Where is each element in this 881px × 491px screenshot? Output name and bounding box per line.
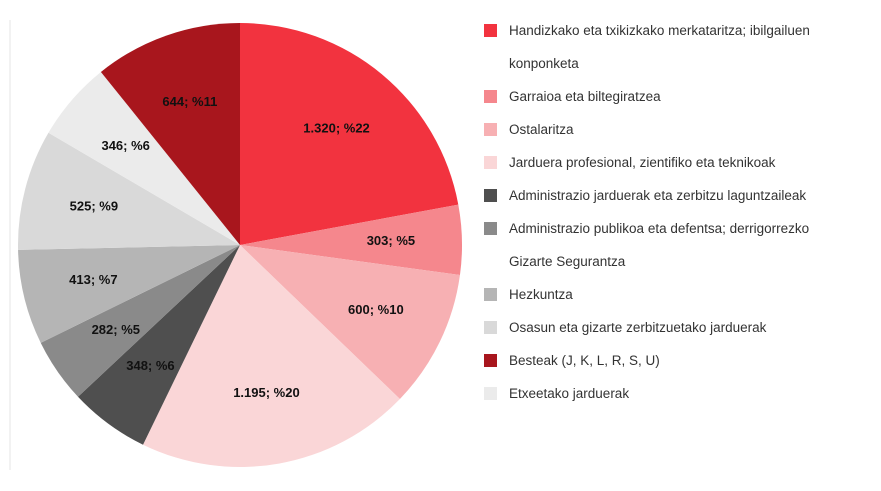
pie-slice	[48, 71, 241, 245]
legend-label: Handizkako eta txikizkako merkataritza; …	[509, 23, 810, 71]
legend-swatch	[484, 387, 497, 400]
data-label: 348; %6	[126, 358, 174, 373]
pie-slice	[18, 245, 241, 343]
legend-item: Hezkuntza	[484, 278, 854, 311]
legend-swatch	[484, 189, 497, 202]
legend-item: Besteak (J, K, L, R, S, U)	[484, 344, 854, 377]
data-label: 525; %9	[70, 199, 118, 214]
legend-swatch	[484, 123, 497, 136]
data-label: 303; %5	[367, 233, 415, 248]
data-label: 644; %11	[162, 94, 217, 109]
legend-item: Etxeetako jarduerak	[484, 377, 854, 410]
data-label: 413; %7	[69, 272, 117, 287]
legend-swatch	[484, 321, 497, 334]
legend-label: Etxeetako jarduerak	[509, 386, 630, 401]
legend-swatch	[484, 288, 497, 301]
pie-slice	[240, 245, 460, 399]
legend-swatch	[484, 24, 497, 37]
legend-swatch	[484, 222, 497, 235]
pie-slice	[100, 23, 240, 245]
data-label: 282; %5	[92, 322, 140, 337]
data-label: 346; %6	[101, 138, 149, 153]
legend-item: Jarduera profesional, zientifiko eta tek…	[484, 146, 854, 179]
data-label: 600; %10	[348, 302, 404, 317]
legend-label: Garraioa eta biltegiratzea	[509, 89, 661, 104]
legend-item: Administrazio jarduerak eta zerbitzu lag…	[484, 179, 854, 212]
legend-item: Osasun eta gizarte zerbitzuetako jarduer…	[484, 311, 854, 344]
legend-label: Jarduera profesional, zientifiko eta tek…	[509, 155, 776, 170]
legend-label: Ostalaritza	[509, 122, 574, 137]
pie-slice	[18, 132, 240, 250]
pie-slice	[240, 23, 459, 245]
legend-item: Administrazio publikoa eta defentsa; der…	[484, 212, 854, 278]
legend-label: Administrazio publikoa eta defentsa; der…	[509, 221, 810, 269]
pie-slice	[240, 204, 462, 276]
legend: Handizkako eta txikizkako merkataritza; …	[484, 14, 854, 410]
legend-item: Handizkako eta txikizkako merkataritza; …	[484, 14, 854, 80]
legend-swatch	[484, 354, 497, 367]
legend-label: Osasun eta gizarte zerbitzuetako jarduer…	[509, 320, 767, 335]
pie-slice	[77, 245, 241, 445]
legend-item: Ostalaritza	[484, 113, 854, 146]
data-label: 1.320; %22	[303, 120, 370, 135]
chart: 1.320; %22 303; %5 600; %10 1.195; %20 348; …	[9, 20, 462, 470]
legend-item: Garraioa eta biltegiratzea	[484, 80, 854, 113]
data-label: 1.195; %20	[233, 385, 300, 400]
legend-label: Administrazio jarduerak eta zerbitzu lag…	[509, 188, 807, 203]
legend-label: Hezkuntza	[509, 287, 573, 302]
pie-slice	[40, 245, 240, 397]
pie-slice	[143, 245, 400, 467]
legend-swatch	[484, 90, 497, 103]
legend-label: Besteak (J, K, L, R, S, U)	[509, 353, 660, 368]
legend-swatch	[484, 156, 497, 169]
